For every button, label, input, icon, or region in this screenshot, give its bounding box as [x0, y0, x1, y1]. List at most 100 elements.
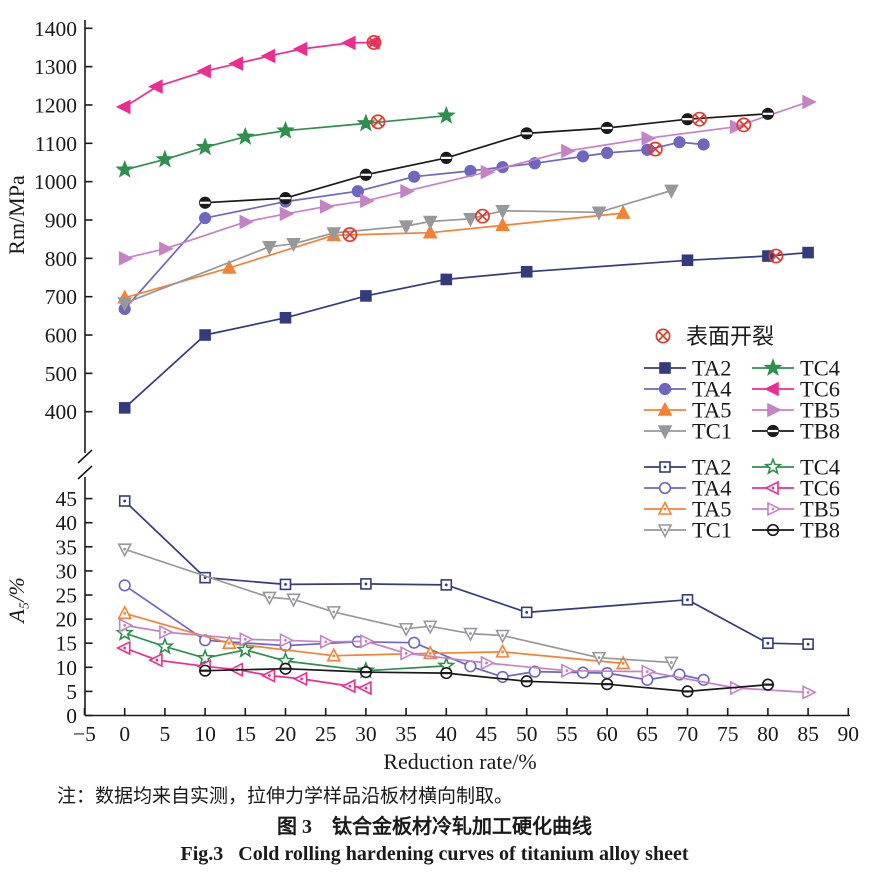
TB5-top-point: [319, 199, 335, 214]
svg-text:55: 55: [556, 722, 578, 746]
TB5-bottom-point: [239, 632, 255, 647]
svg-text:1300: 1300: [34, 55, 77, 79]
legend-item-TB5-bottom: TB5: [752, 497, 840, 522]
series-TA4-bottom: [118, 579, 710, 686]
TC6-bottom-point: [260, 668, 276, 683]
TA2-top-point: [279, 311, 292, 324]
TC6-bottom-point: [115, 640, 131, 656]
TC6-top-point: [292, 41, 308, 57]
TC6-bottom-point: [357, 680, 372, 696]
svg-text:90: 90: [838, 722, 860, 746]
legend-marker-TC1-top: [657, 425, 673, 440]
TC1-top-point: [398, 220, 414, 235]
tick-labels: −5 0 5 10 15 20 25 30 35 40 45 50 55 60 65 70 75 80 85 9040…: [34, 17, 859, 746]
TA4-bottom-point: [576, 666, 590, 679]
legend-marker-TC4-bottom: [763, 457, 783, 475]
TC1-bottom-point: [664, 656, 679, 671]
svg-text:600: 600: [45, 324, 77, 348]
TC1-top-point: [495, 204, 510, 220]
TA2-bottom-point: [279, 578, 292, 591]
svg-text:5: 5: [66, 680, 77, 704]
TC1-bottom-point: [326, 606, 342, 621]
TB5-top-point: [802, 94, 817, 110]
TA2-bottom-point: [762, 637, 774, 650]
svg-text:TB8: TB8: [800, 518, 840, 543]
svg-text:70: 70: [677, 722, 699, 746]
TA2-top-point: [360, 290, 372, 302]
TC4-bottom-point: [155, 636, 175, 655]
series-TA2-bottom: [118, 495, 814, 650]
TA2-bottom-point: [681, 594, 694, 606]
svg-text:TB5: TB5: [800, 398, 840, 423]
svg-text:25: 25: [56, 584, 78, 608]
svg-text:75: 75: [717, 722, 739, 746]
TB8-bottom-point: [600, 678, 614, 691]
TC6-top-point: [148, 79, 163, 94]
TB5-bottom-point: [360, 633, 375, 649]
crack-marker-TC4: [370, 114, 386, 130]
TA5-bottom-point: [221, 634, 237, 650]
svg-text:45: 45: [56, 487, 78, 511]
legend-marker-TC6-bottom: [764, 480, 779, 496]
TB8-top-point: [359, 168, 373, 181]
svg-text:20: 20: [275, 722, 297, 746]
svg-text:TA5: TA5: [692, 497, 731, 522]
TC1-bottom-point: [262, 591, 277, 606]
TA5-top-point: [615, 204, 631, 219]
TA4-top-point: [600, 146, 614, 160]
svg-text:85: 85: [797, 722, 819, 746]
svg-text:400: 400: [45, 400, 77, 424]
axes: [77, 20, 850, 717]
svg-text:10: 10: [194, 722, 216, 746]
legend-item-TA4-top: TA4: [644, 377, 731, 402]
TA4-bottom-point: [464, 660, 477, 673]
TA4-top-point: [576, 150, 590, 163]
TB8-bottom-point: [199, 664, 212, 677]
TA2-bottom-point: [520, 606, 533, 619]
TB8-top-point: [520, 127, 533, 140]
TC4-top-point: [235, 126, 255, 145]
crack-marker-TB5: [736, 117, 752, 133]
TA4-top-point: [697, 138, 710, 151]
series-TC6-top: [115, 35, 380, 115]
legend-item-TC6-bottom: TC6: [752, 476, 840, 501]
svg-text:1000: 1000: [34, 170, 77, 194]
series-TA2-top: [118, 246, 814, 414]
TB5-top-point: [561, 143, 576, 159]
TC1-bottom-point: [591, 651, 607, 666]
TB5-bottom-point: [319, 634, 335, 650]
legend-item-TA2-bottom: TA2: [644, 455, 731, 480]
TB5-bottom-point: [802, 685, 817, 700]
TC6-bottom-point: [292, 671, 308, 687]
TC1-bottom-point: [286, 593, 301, 608]
svg-text:TB8: TB8: [800, 419, 840, 444]
TA2-top-point: [802, 246, 814, 259]
TB8-bottom-point: [279, 662, 292, 675]
TB5-bottom-point: [641, 664, 657, 679]
crack-marker-TC1: [475, 208, 490, 224]
crack-marker-TA5: [342, 227, 358, 243]
TC6-bottom-point: [148, 652, 163, 668]
legend-item-TA4-bottom: TA4: [644, 476, 731, 501]
legend-marker-TA2-bottom: [659, 461, 671, 473]
TC6-top-point: [341, 35, 356, 51]
figure-caption-en: Fig.3 Cold rolling hardening curves of t…: [180, 843, 689, 865]
svg-text:TA4: TA4: [692, 476, 731, 501]
TA2-top-point: [199, 329, 211, 341]
svg-text:80: 80: [757, 722, 779, 746]
TC6-top-point: [260, 48, 276, 64]
TC6-top-point: [228, 56, 244, 71]
TC1-top-point: [326, 227, 342, 242]
legend-item-TC4-top: TC4: [752, 356, 840, 381]
TC1-top-point: [463, 213, 478, 228]
svg-text:0: 0: [119, 722, 130, 746]
TA2-bottom-point: [440, 579, 453, 591]
svg-text:5: 5: [160, 722, 171, 746]
TA5-bottom-point: [495, 643, 510, 658]
TB5-bottom-point: [159, 624, 174, 640]
TB5-bottom-point: [480, 655, 496, 671]
TA4-bottom-point: [600, 666, 614, 680]
TB5-top-point: [239, 214, 255, 230]
TC4-top-point: [276, 120, 295, 139]
